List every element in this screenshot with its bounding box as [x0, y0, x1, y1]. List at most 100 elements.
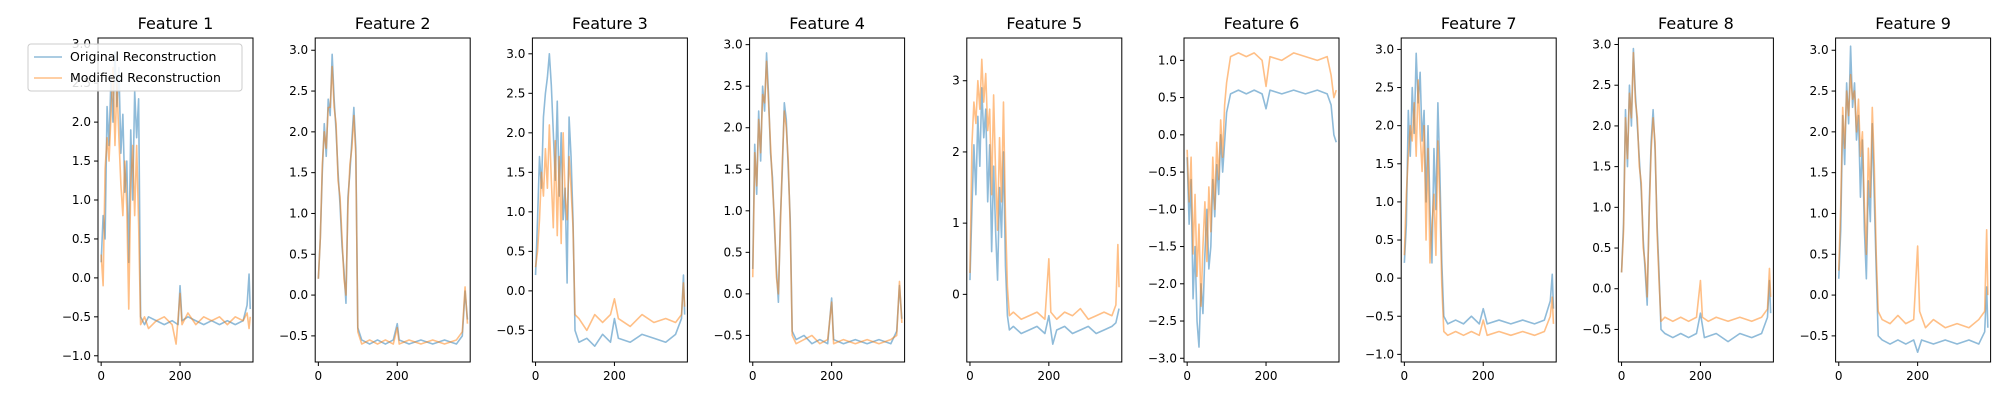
y-tick-label: 0.5	[1158, 91, 1177, 105]
x-tick-label: 0	[97, 369, 105, 383]
subplot-title: Feature 6	[1224, 14, 1300, 33]
y-tick-label: 0.0	[1158, 128, 1177, 142]
y-tick-label: −0.5	[279, 329, 308, 343]
subplot-7: Feature 7 −1.0 −0.5 0.0 0.5 1.0 1.5 2.0 2.5 3.0 0 2…	[1365, 14, 1557, 383]
original-reconstruction-line	[1837, 45, 1989, 354]
y-tick-label: −1.0	[1148, 202, 1177, 216]
y-tick-label: 3.0	[1375, 42, 1394, 56]
y-tick-label: 2.5	[289, 84, 308, 98]
axes-frame	[1183, 37, 1340, 363]
axes-frame	[314, 37, 471, 363]
subplot-title: Feature 1	[138, 14, 214, 33]
y-tick-label: 0.0	[1592, 282, 1611, 296]
y-tick-label: 2.5	[1810, 84, 1829, 98]
y-tick-label: 1	[952, 216, 960, 230]
y-tick-label: 1.0	[506, 205, 525, 219]
y-tick-label: −0.5	[496, 323, 525, 337]
x-tick-label: 200	[603, 369, 626, 383]
y-tick-label: 3.0	[724, 38, 743, 52]
y-tick-label: −1.5	[1148, 240, 1177, 254]
y-tick-label: −0.5	[1365, 309, 1394, 323]
y-tick-label: 1.0	[1592, 200, 1611, 214]
y-tick-label: 1.5	[506, 165, 525, 179]
y-tick-label: 0.5	[724, 245, 743, 259]
y-tick-label: 2.0	[1810, 125, 1829, 139]
x-tick-label: 0	[315, 369, 323, 383]
x-tick-label: 200	[169, 369, 192, 383]
x-tick-label: 200	[386, 369, 409, 383]
x-tick-label: 0	[1401, 369, 1409, 383]
original-reconstruction-line	[534, 53, 686, 347]
y-tick-label: −0.5	[713, 328, 742, 342]
y-tick-label: 0.5	[1592, 241, 1611, 255]
y-tick-label: 1.5	[1592, 160, 1611, 174]
axes-frame	[966, 37, 1123, 363]
y-tick-label: 1.5	[1810, 166, 1829, 180]
legend-original-label: Original Reconstruction	[70, 49, 216, 64]
axes-frame	[1400, 37, 1557, 363]
axes-frame	[531, 37, 688, 363]
y-tick-label: 0.0	[72, 271, 91, 285]
modified-reconstruction-line	[1403, 79, 1555, 337]
modified-reconstruction-line	[1837, 73, 1989, 329]
x-tick-label: 200	[1906, 369, 1929, 383]
y-tick-label: −2.0	[1148, 277, 1177, 291]
y-tick-label: 0	[952, 287, 960, 301]
y-tick-label: 0.0	[506, 284, 525, 298]
y-tick-label: 3.0	[289, 43, 308, 57]
subplot-title: Feature 3	[572, 14, 648, 33]
y-tick-label: 2.5	[724, 79, 743, 93]
y-tick-label: 3.0	[1592, 38, 1611, 52]
y-tick-label: 2.0	[1375, 119, 1394, 133]
y-tick-label: 2.5	[1375, 81, 1394, 95]
y-tick-label: 1.5	[1375, 157, 1394, 171]
y-tick-label: 1.5	[72, 154, 91, 168]
original-reconstruction-line	[1403, 52, 1555, 325]
y-tick-label: 2.0	[72, 115, 91, 129]
x-tick-label: 0	[532, 369, 540, 383]
subplot-4: Feature 4 −0.5 0.0 0.5 1.0 1.5 2.0 2.5 3.0 0 200	[713, 14, 906, 383]
y-tick-label: 2	[952, 145, 960, 159]
legend: Original Reconstruction Modified Reconst…	[27, 43, 243, 92]
y-tick-label: −2.5	[1148, 314, 1177, 328]
x-tick-label: 200	[1472, 369, 1495, 383]
x-tick-label: 200	[820, 369, 843, 383]
x-tick-label: 0	[1835, 369, 1843, 383]
modified-reconstruction-line	[1620, 51, 1772, 323]
legend-modified-label: Modified Reconstruction	[70, 70, 221, 85]
subplot-5: Feature 5 0 1 2 3 0 200	[952, 14, 1123, 383]
y-tick-label: 0.5	[289, 247, 308, 261]
y-tick-label: 2.5	[506, 86, 525, 100]
subplot-2: Feature 2 −0.5 0.0 0.5 1.0 1.5 2.0 2.5 3.0 0 200	[279, 14, 471, 383]
y-tick-label: −0.5	[1582, 322, 1611, 336]
y-tick-label: −1.0	[62, 349, 91, 363]
y-tick-label: 0.0	[289, 288, 308, 302]
y-tick-label: −1.0	[1365, 347, 1394, 361]
subplot-title: Feature 8	[1658, 14, 1734, 33]
y-tick-label: 2.0	[506, 126, 525, 140]
y-tick-label: 0.0	[1375, 271, 1394, 285]
y-tick-label: 0.0	[1810, 288, 1829, 302]
y-tick-label: 1.5	[724, 162, 743, 176]
y-tick-label: −0.5	[62, 310, 91, 324]
x-tick-label: 200	[1689, 369, 1712, 383]
y-tick-label: 1.0	[289, 206, 308, 220]
modified-reconstruction-line	[969, 58, 1120, 321]
y-tick-label: −3.0	[1148, 351, 1177, 365]
y-tick-label: 3	[952, 74, 960, 88]
original-reconstruction-line	[969, 87, 1120, 345]
y-tick-label: 2.0	[289, 125, 308, 139]
modified-reconstruction-line	[751, 60, 903, 345]
y-tick-label: 2.0	[1592, 119, 1611, 133]
y-tick-label: −0.5	[1799, 329, 1828, 343]
subplot-title: Feature 2	[355, 14, 431, 33]
axes-frame	[1835, 37, 1992, 363]
subplot-3: Feature 3 −0.5 0.0 0.5 1.0 1.5 2.0 2.5 3.0 0 200	[496, 14, 688, 383]
x-tick-label: 0	[749, 369, 757, 383]
modified-reconstruction-line	[317, 65, 469, 345]
x-tick-label: 0	[966, 369, 974, 383]
y-tick-label: 1.0	[1158, 53, 1177, 67]
subplot-6: Feature 6 −3.0 −2.5 −2.0 −1.5 −1.0 −0.5 0.0 0.5 1…	[1148, 14, 1340, 383]
modified-reconstruction-line	[1186, 52, 1338, 307]
